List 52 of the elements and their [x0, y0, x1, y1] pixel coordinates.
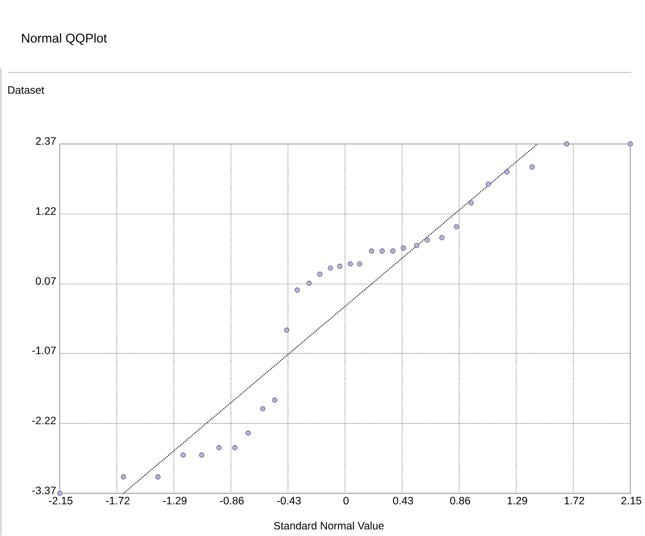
x-tick-label: 0: [343, 496, 349, 505]
point: [369, 248, 374, 254]
point: [390, 248, 396, 254]
point: [272, 398, 278, 403]
point: [414, 243, 420, 248]
y-tick-label: 0.07: [36, 277, 56, 285]
y-tick-label: -3.37: [32, 486, 56, 494]
point: [628, 142, 633, 147]
point: [216, 445, 222, 450]
y-tick-label: -2.22: [32, 416, 56, 424]
chart-title: Normal QQPlot: [22, 33, 107, 46]
x-tick-label: -0.86: [220, 496, 244, 505]
point: [424, 238, 430, 243]
x-tick-label: 1.72: [564, 496, 584, 504]
point: [120, 474, 126, 480]
point: [232, 445, 238, 450]
point: [504, 170, 510, 175]
point: [380, 248, 385, 254]
x-tick-label: -1.29: [163, 496, 187, 505]
point: [57, 490, 62, 496]
point: [306, 280, 312, 286]
point: [294, 288, 300, 293]
point: [348, 261, 353, 267]
point: [317, 272, 322, 277]
point: [246, 430, 251, 436]
point: [564, 142, 570, 147]
point: [180, 452, 186, 458]
x-tick-label: 1.29: [508, 496, 528, 505]
y-axis-title: Dataset: [8, 86, 44, 94]
point: [468, 200, 474, 206]
x-tick-label: 0.86: [450, 496, 470, 505]
point: [155, 474, 160, 480]
y-tick-label: 2.37: [36, 137, 56, 145]
point: [530, 164, 535, 170]
x-tick-label: -0.43: [277, 496, 301, 505]
x-tick-label: 2.15: [621, 496, 642, 505]
y-tick-label: -1.07: [32, 346, 56, 354]
point: [337, 264, 342, 269]
point: [357, 261, 362, 267]
point: [486, 182, 491, 187]
point: [260, 406, 266, 412]
point: [284, 328, 290, 333]
point: [400, 246, 406, 251]
point: [328, 266, 333, 271]
x-tick-label: -2.15: [48, 496, 72, 505]
x-axis-title: Standard Normal Value: [274, 522, 384, 530]
x-tick-label: -1.72: [106, 496, 130, 504]
point: [439, 235, 444, 240]
y-tick-label: 1.22: [36, 207, 56, 215]
x-tick-label: 0.43: [393, 496, 414, 505]
point: [454, 224, 460, 230]
point: [199, 452, 204, 458]
